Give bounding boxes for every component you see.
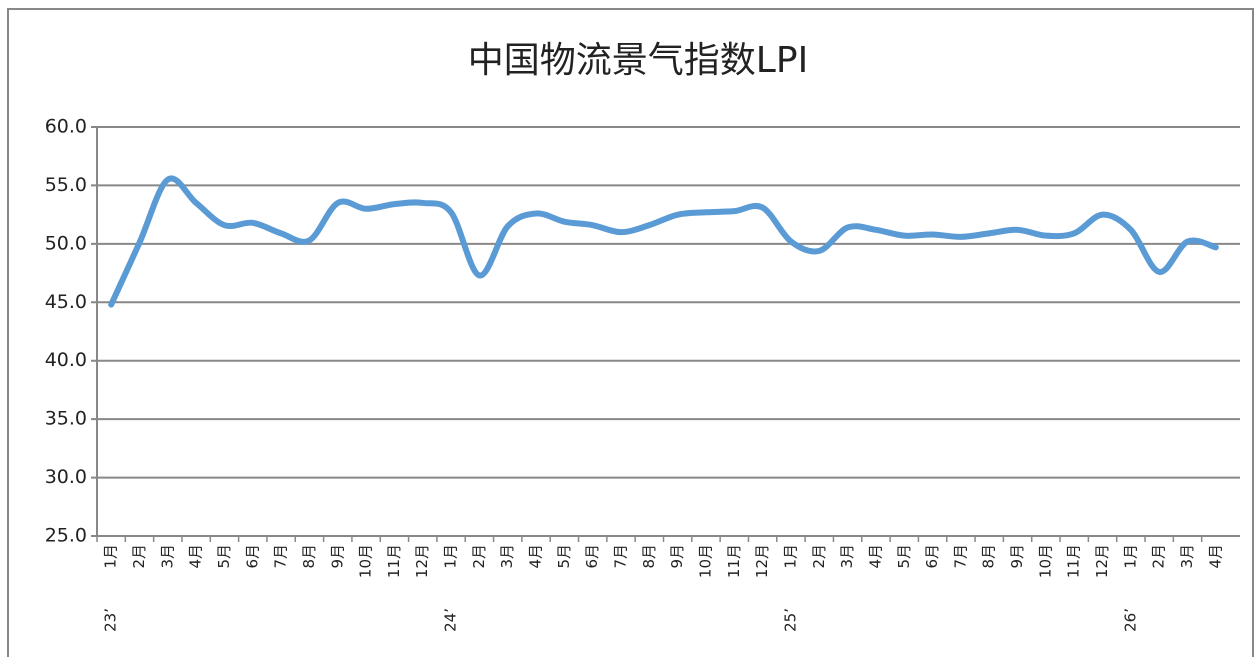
y-tick-label: 45.0	[45, 291, 87, 313]
x-tick-label: 9月	[328, 544, 346, 569]
x-tick-label: 4月	[1206, 544, 1224, 569]
x-group-label: 26’	[1121, 608, 1139, 632]
x-tick-label: 4月	[527, 544, 545, 569]
x-tick-label: 7月	[272, 544, 290, 569]
x-tick-label: 8月	[300, 544, 318, 569]
x-tick-label: 2月	[810, 544, 828, 569]
x-group-label: 23’	[102, 608, 120, 632]
x-tick-label: 9月	[1008, 544, 1026, 569]
x-tick-label: 7月	[612, 544, 630, 569]
x-tick-label: 11月	[1065, 544, 1083, 578]
x-tick-label: 5月	[895, 544, 913, 569]
x-group-label: 25’	[781, 608, 799, 632]
x-tick-label: 3月	[1178, 544, 1196, 569]
y-tick-label: 30.0	[45, 466, 87, 488]
x-tick-label: 4月	[187, 544, 205, 569]
chart-border	[7, 8, 1254, 657]
x-tick-label: 4月	[866, 544, 884, 569]
x-tick-label: 6月	[583, 544, 601, 569]
chart-title: 中国物流景气指数LPI	[468, 40, 808, 81]
y-tick-label: 55.0	[45, 174, 87, 196]
line	[108, 175, 1219, 308]
y-tick-label: 40.0	[45, 349, 87, 371]
x-tick-label: 2月	[1150, 544, 1168, 569]
x-tick-label: 11月	[385, 544, 403, 578]
x-tick-label: 2月	[130, 544, 148, 569]
x-tick-label: 1月	[442, 544, 460, 569]
x-tick-label: 10月	[357, 544, 375, 578]
x-tick-label: 6月	[923, 544, 941, 569]
y-tick-label: 60.0	[45, 116, 87, 138]
x-tick-label: 3月	[158, 544, 176, 569]
x-tick-label: 5月	[215, 544, 233, 569]
y-tick-label: 35.0	[45, 408, 87, 430]
y-tick-label: 50.0	[45, 232, 87, 254]
y-tick-label: 25.0	[45, 525, 87, 547]
x-tick-label: 1月	[102, 544, 120, 569]
x-tick-label: 1月	[1121, 544, 1139, 569]
x-tick-label: 11月	[725, 544, 743, 578]
x-tick-label: 12月	[1093, 544, 1111, 578]
x-tick-label: 9月	[668, 544, 686, 569]
x-tick-label: 10月	[1036, 544, 1054, 578]
x-tick-label: 3月	[498, 544, 516, 569]
x-tick-label: 10月	[696, 544, 714, 578]
x-tick-label: 12月	[753, 544, 771, 578]
x-tick-label: 8月	[980, 544, 998, 569]
x-tick-label: 2月	[470, 544, 488, 569]
x-tick-label: 7月	[951, 544, 969, 569]
x-tick-label: 6月	[243, 544, 261, 569]
x-tick-label: 12月	[413, 544, 431, 578]
x-group-label: 24’	[442, 608, 460, 632]
x-tick-label: 5月	[555, 544, 573, 569]
x-tick-label: 3月	[838, 544, 856, 569]
x-tick-label: 8月	[640, 544, 658, 569]
x-tick-label: 1月	[781, 544, 799, 569]
